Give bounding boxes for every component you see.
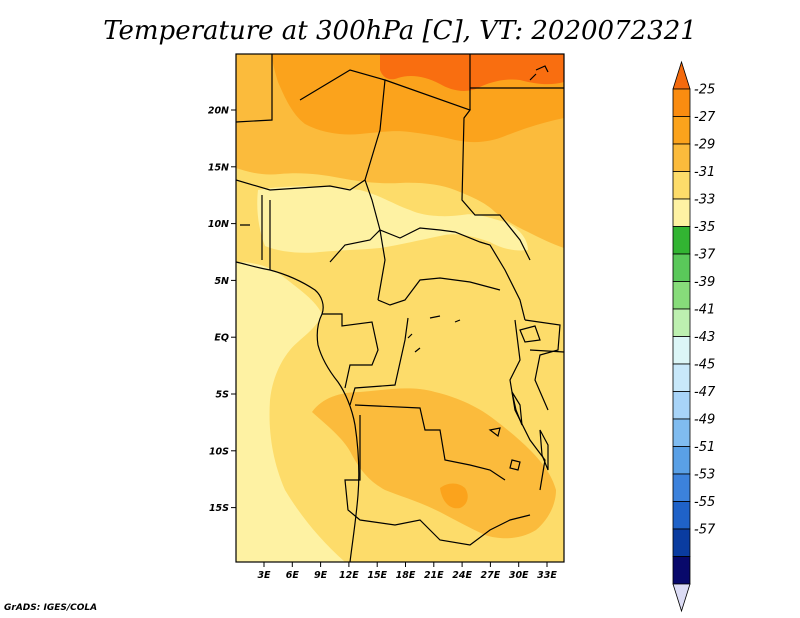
- colorbar-swatch: [672, 473, 691, 502]
- lon-tick-label: 3E: [257, 570, 271, 581]
- latitude-axis: 20N 15N 10N 5N EQ 5S 10S 15S: [208, 106, 236, 514]
- colorbar-swatch: [672, 88, 691, 117]
- lat-tick-label: 5S: [216, 390, 230, 401]
- border-16: [529, 349, 564, 353]
- colorbar-label: -49: [694, 413, 715, 428]
- longitude-axis: 3E 6E 9E 12E 15E 18E 21E 24E 27E 30E 33E: [257, 562, 557, 581]
- colorbar-swatch: [672, 143, 691, 172]
- colorbar-label: -29: [694, 138, 715, 153]
- colorbar-swatch: [672, 363, 691, 392]
- colorbar-label: -33: [694, 193, 715, 208]
- colorbar-swatch: [672, 446, 691, 475]
- colorbar-label: -57: [694, 523, 716, 538]
- border-3: [384, 79, 531, 261]
- colorbar-swatch: [672, 253, 691, 282]
- border-7: [240, 195, 271, 270]
- map-frame: [235, 53, 565, 563]
- lon-tick-label: 18E: [396, 570, 416, 581]
- region-minus29-31-south: [312, 388, 556, 539]
- temperature-field: [236, 54, 564, 562]
- colorbar-swatch: [672, 281, 691, 310]
- colorbar-label: -47: [694, 385, 716, 400]
- chart-title: Temperature at 300hPa [C], VT: 202007232…: [103, 16, 697, 46]
- lake-4: [509, 459, 521, 471]
- colorbar-label: -37: [694, 248, 716, 263]
- colorbar-swatch: [672, 391, 691, 420]
- border-8: [329, 227, 526, 321]
- border-12: [354, 404, 506, 481]
- colorbar-label: -25: [694, 83, 715, 98]
- border-13: [344, 415, 531, 546]
- country-boundaries: [236, 54, 564, 562]
- colorbar-label: -45: [694, 358, 715, 373]
- colorbar-top-arrow: [672, 60, 691, 90]
- region-minus33-35-west: [236, 262, 345, 562]
- lake-5: [519, 325, 541, 343]
- border-11: [349, 317, 409, 406]
- region-minus27-29-south: [440, 483, 468, 509]
- colorbar-label: -41: [694, 303, 715, 318]
- border-17: [407, 315, 461, 353]
- colorbar-label: -31: [694, 165, 715, 180]
- lake-3: [488, 427, 501, 438]
- lat-tick-label: 15N: [208, 162, 229, 173]
- border-1: [236, 54, 273, 123]
- grads-credit: GrADS: IGES/COLA: [4, 603, 98, 613]
- region-minus33-35-north: [257, 186, 528, 253]
- border-9: [377, 277, 501, 306]
- colorbar-swatch: [672, 308, 691, 337]
- lake-1: [511, 391, 523, 426]
- lat-tick-label: 5N: [214, 276, 229, 287]
- colorbar-swatch: [672, 528, 691, 557]
- lon-tick-label: 30E: [509, 570, 529, 581]
- colorbar-swatch: [672, 336, 691, 365]
- colorbar-label: -53: [694, 468, 715, 483]
- colorbar-swatch: [672, 198, 691, 227]
- lake-2: [539, 429, 549, 471]
- lon-tick-label: 12E: [339, 570, 359, 581]
- colorbar-swatch: [672, 171, 691, 200]
- colorbar-label: -51: [694, 440, 715, 455]
- border-15: [524, 319, 561, 411]
- border-10: [322, 313, 379, 389]
- colorbar-swatch: [672, 418, 691, 447]
- colorbar-label: -27: [694, 110, 716, 125]
- colorbar-bottom-arrow: [672, 583, 691, 613]
- colorbar-swatch: [672, 116, 691, 145]
- lon-tick-label: 9E: [314, 570, 328, 581]
- coastline-east: [529, 65, 549, 81]
- colorbar-label: -55: [694, 495, 715, 510]
- colorbar-swatch: [672, 556, 691, 585]
- lat-tick-label: 10N: [208, 219, 229, 230]
- colorbar-label: -39: [694, 275, 715, 290]
- lat-tick-label: 15S: [209, 503, 229, 514]
- region-minus25-27: [380, 54, 564, 91]
- lon-tick-label: 6E: [286, 570, 300, 581]
- lat-tick-label: 20N: [208, 106, 229, 117]
- lon-tick-label: 15E: [367, 570, 387, 581]
- colorbar-swatch: [672, 226, 691, 255]
- lat-tick-label: EQ: [214, 333, 229, 344]
- coastline-west-africa: [236, 261, 360, 562]
- lon-tick-label: 33E: [537, 570, 557, 581]
- lat-tick-label: 10S: [209, 446, 229, 457]
- colorbar-swatch: [672, 501, 691, 530]
- colorbar-label: -43: [694, 330, 715, 345]
- colorbar: -25 -27 -29 -31 -33 -35 -37 -39 -41 -43 -45 -47 -49 -…: [672, 60, 716, 613]
- colorbar-label: -35: [694, 220, 715, 235]
- lon-tick-label: 27E: [481, 570, 501, 581]
- lon-tick-label: 21E: [424, 570, 444, 581]
- border-6: [236, 179, 366, 191]
- border-14: [509, 319, 546, 491]
- lon-tick-label: 24E: [452, 570, 472, 581]
